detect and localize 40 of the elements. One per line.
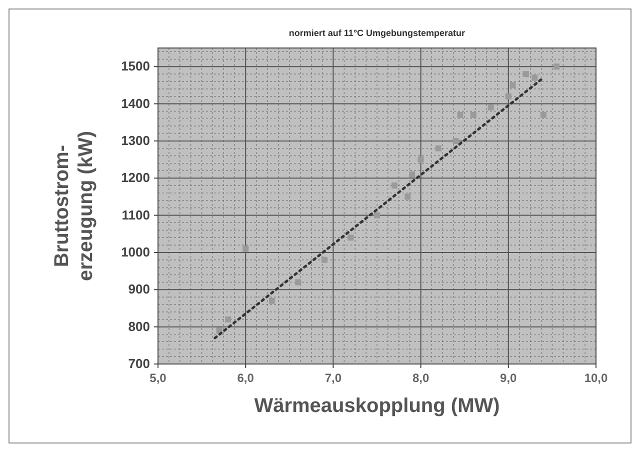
y-tick-label: 800 [128,318,150,334]
point [225,316,232,322]
x-tick-label: 5,0 [150,371,167,385]
point [554,64,560,70]
point [532,74,538,81]
point [505,93,512,100]
point [470,112,476,118]
point [392,182,398,189]
point [374,212,380,218]
y-tick-label: 1000 [121,244,150,260]
y-tick-label: 1200 [121,170,150,186]
point [295,279,302,286]
x-tick-label: 9,0 [500,371,518,385]
chart-title: normiert auf 11°C Umgebungstemperatur [288,28,466,38]
x-tick-label: 7,0 [324,371,342,385]
point [510,82,516,88]
point [418,156,424,163]
point [435,145,442,152]
point [404,194,411,200]
y-tick-label: 1400 [121,96,150,111]
point [488,104,494,110]
point [268,298,275,304]
y-tick-label: 1500 [121,58,150,74]
x-tick-label: 8,0 [412,371,430,385]
point [321,256,328,263]
x-tick-label: 6,0 [237,371,254,385]
y-tick-label: 700 [128,356,150,371]
point [457,112,464,118]
y-tick-label: 1300 [121,132,150,148]
x-tick-label: 10,0 [584,371,608,385]
point [522,71,529,78]
y-tick-label: 900 [128,282,150,297]
point [540,112,546,118]
point [242,246,249,252]
x-axis-title: Wärmeauskopplung (MW) [254,395,500,417]
y-axis-title: Bruttostrom- erzeugung (kW) [51,131,97,281]
point [452,138,459,144]
point [348,234,354,241]
point [409,171,416,178]
y-tick-label: 1100 [122,207,150,222]
